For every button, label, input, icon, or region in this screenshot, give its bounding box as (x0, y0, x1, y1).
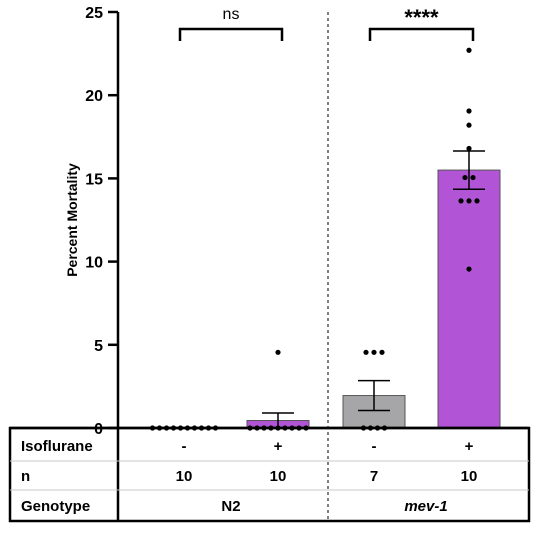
n-cell: 10 (270, 468, 287, 485)
significance-bracket (368, 27, 475, 41)
significance-bracket (178, 27, 284, 41)
data-point (474, 198, 480, 204)
genotype-cell: N2 (221, 498, 240, 515)
n-cell: 7 (370, 468, 378, 485)
significance-label: ns (223, 6, 240, 23)
genotype-cell: mev-1 (404, 498, 447, 515)
data-point (466, 122, 472, 128)
data-point (458, 198, 464, 204)
y-tick-label: 15 (85, 171, 103, 188)
data-point (466, 108, 472, 114)
data-point (275, 349, 281, 355)
data-point (466, 266, 472, 272)
table-row-label: n (21, 468, 30, 485)
data-point (462, 174, 468, 181)
bar (342, 395, 406, 429)
data-point (363, 349, 369, 355)
data-point (470, 174, 476, 181)
y-axis-title: Percent Mortality (64, 163, 80, 277)
isoflurane-cell: + (465, 438, 474, 455)
table-row-label: Isoflurane (21, 438, 93, 455)
y-tick-label: 25 (85, 5, 103, 22)
data-point (379, 349, 385, 355)
isoflurane-cell: - (372, 438, 377, 455)
n-cell: 10 (176, 468, 193, 485)
y-tick-label: 10 (85, 255, 103, 272)
data-point (466, 47, 472, 53)
y-tick-label: 5 (94, 338, 103, 355)
table-row-label: Genotype (21, 498, 90, 515)
data-point (466, 145, 472, 152)
data-point (371, 349, 377, 355)
data-point (466, 198, 472, 204)
n-cell: 10 (461, 468, 478, 485)
y-tick-label: 0 (94, 421, 103, 438)
y-tick-label: 20 (85, 88, 103, 105)
bar (437, 169, 501, 429)
isoflurane-cell: + (274, 438, 283, 455)
isoflurane-cell: - (182, 438, 187, 455)
significance-label: **** (404, 5, 439, 30)
